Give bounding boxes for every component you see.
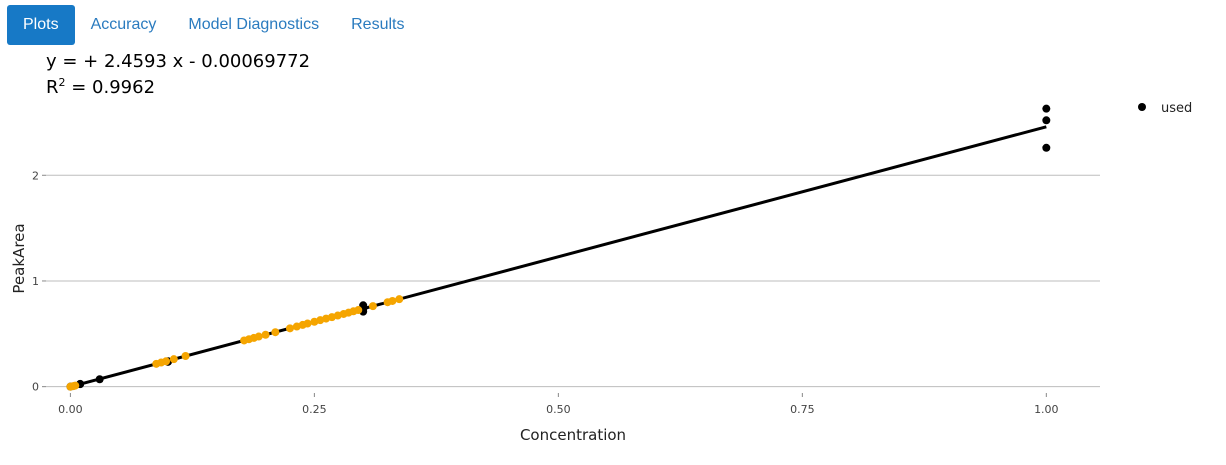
point-excluded[interactable] [271, 328, 280, 337]
r-squared: R2 = 0.9962 [46, 76, 155, 98]
y-tick-label: 0 [32, 381, 39, 394]
point-used[interactable] [1042, 143, 1051, 152]
x-axis-title: Concentration [520, 426, 626, 444]
r-squared-prefix: R [46, 77, 59, 98]
axis-ticks: 0 1 2 0.00 0.25 0.50 0.75 1.00 [32, 169, 1059, 416]
fit-line-layer [70, 125, 1047, 389]
point-excluded[interactable] [71, 381, 80, 390]
y-axis-title: PeakArea [10, 223, 28, 293]
tab-model-diagnostics[interactable]: Model Diagnostics [188, 16, 320, 33]
grid-lines [46, 174, 1100, 388]
x-tick-label: 0.50 [546, 403, 571, 416]
point-excluded[interactable] [285, 324, 294, 333]
point-excluded[interactable] [354, 306, 363, 315]
point-used[interactable] [95, 375, 104, 384]
point-excluded[interactable] [181, 352, 190, 361]
tab-results[interactable]: Results [351, 16, 405, 33]
point-excluded[interactable] [395, 295, 404, 304]
tab-bar: Plots Accuracy Model Diagnostics Results [7, 5, 420, 45]
point-used[interactable] [1042, 104, 1051, 113]
x-tick-label: 1.00 [1034, 403, 1059, 416]
fit-line [70, 125, 1047, 389]
point-excluded[interactable] [162, 357, 171, 366]
tab-accuracy[interactable]: Accuracy [90, 16, 157, 33]
x-tick-label: 0.75 [790, 403, 815, 416]
r-squared-value: = 0.9962 [65, 77, 156, 98]
point-excluded[interactable] [261, 330, 270, 339]
data-points [66, 104, 1051, 391]
tab-plots[interactable]: Plots [7, 5, 75, 45]
point-excluded[interactable] [388, 296, 397, 305]
legend-label-used: used [1161, 101, 1192, 116]
y-tick-label: 1 [32, 275, 39, 288]
x-tick-label: 0.25 [302, 403, 327, 416]
regression-equation: y = + 2.4593 x - 0.00069772 [46, 51, 311, 72]
y-tick-label: 2 [32, 169, 39, 182]
x-tick-label: 0.00 [58, 403, 83, 416]
legend-marker-used [1138, 103, 1146, 111]
point-used[interactable] [1042, 116, 1051, 125]
point-excluded[interactable] [368, 302, 377, 311]
point-excluded[interactable] [303, 319, 312, 328]
point-excluded[interactable] [254, 332, 263, 341]
point-excluded[interactable] [169, 355, 178, 364]
r-squared-superscript: 2 [58, 76, 66, 89]
legend[interactable]: used [1138, 101, 1192, 116]
